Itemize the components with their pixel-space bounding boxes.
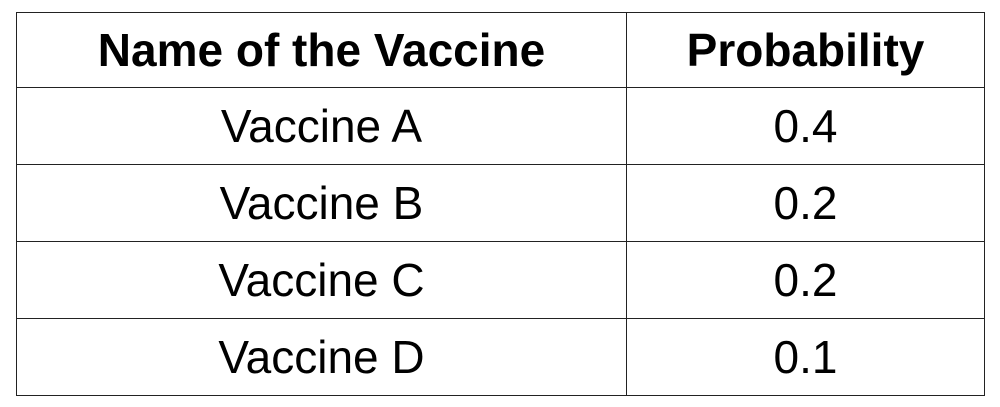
header-vaccine-name: Name of the Vaccine xyxy=(16,12,627,88)
cell-probability: 0.2 xyxy=(626,241,985,319)
cell-probability: 0.1 xyxy=(626,318,985,396)
header-probability: Probability xyxy=(626,12,985,88)
cell-vaccine-name: Vaccine D xyxy=(16,318,627,396)
vaccine-probability-table: Name of the Vaccine Probability Vaccine … xyxy=(16,12,985,396)
cell-probability: 0.4 xyxy=(626,87,985,165)
table-header-row: Name of the Vaccine Probability xyxy=(16,12,985,88)
table-row: Vaccine A 0.4 xyxy=(16,87,985,165)
cell-vaccine-name: Vaccine B xyxy=(16,164,627,242)
cell-vaccine-name: Vaccine C xyxy=(16,241,627,319)
cell-vaccine-name: Vaccine A xyxy=(16,87,627,165)
table-row: Vaccine D 0.1 xyxy=(16,318,985,396)
vaccine-probability-table-container: Name of the Vaccine Probability Vaccine … xyxy=(16,12,985,396)
table-row: Vaccine C 0.2 xyxy=(16,241,985,319)
table-row: Vaccine B 0.2 xyxy=(16,164,985,242)
cell-probability: 0.2 xyxy=(626,164,985,242)
